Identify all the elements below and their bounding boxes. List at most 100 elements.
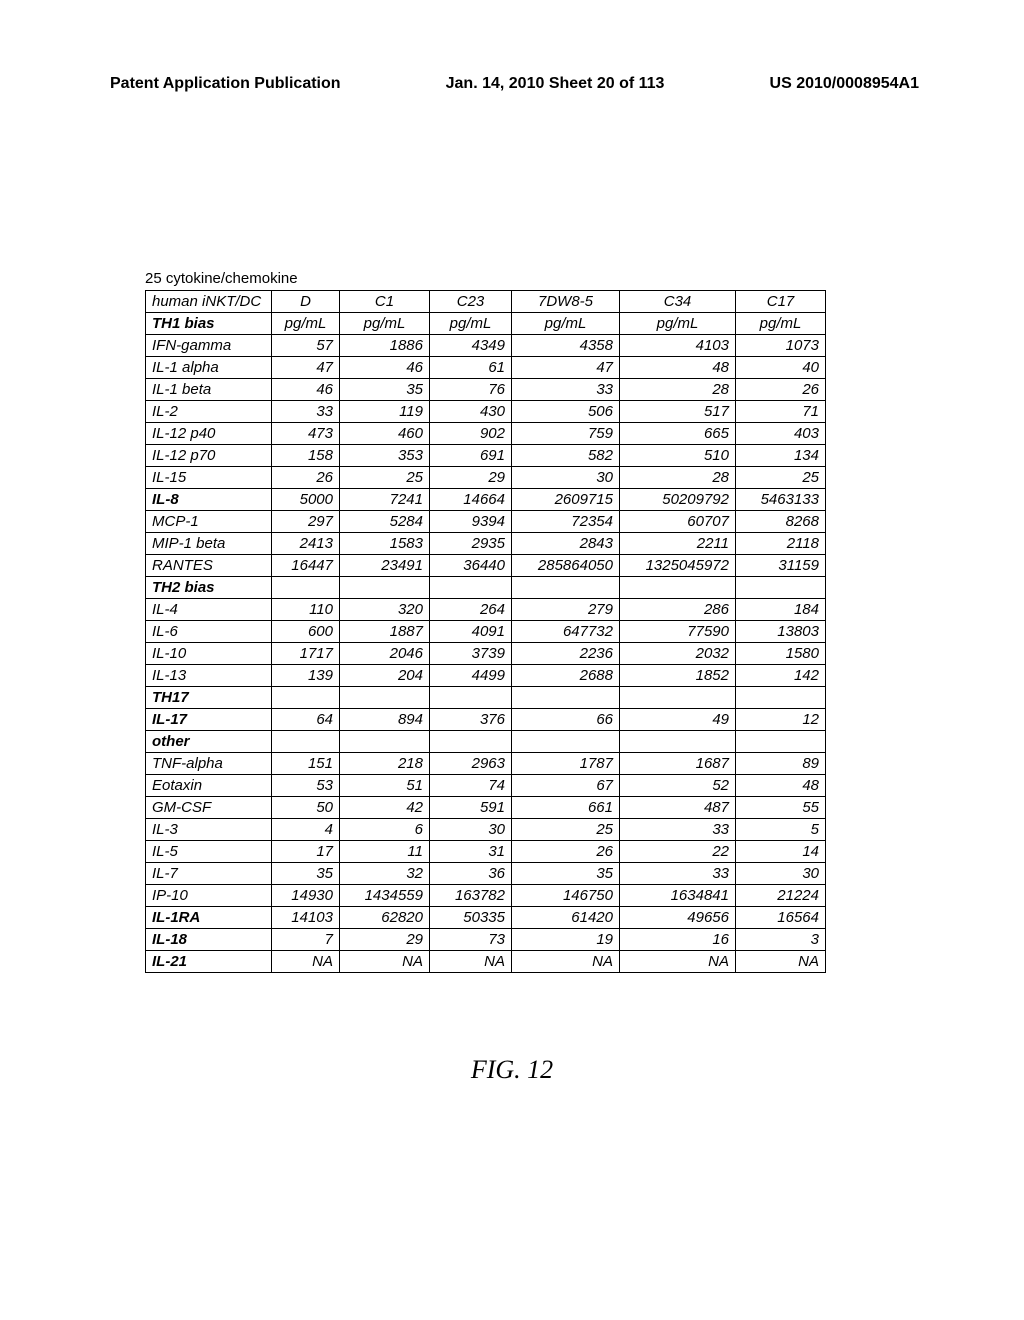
row-value-cell: 25 <box>512 819 620 841</box>
row-label-cell: IL-21 <box>146 951 272 973</box>
table-row: IL-850007241146642609715502097925463133 <box>146 489 826 511</box>
row-label-cell: IL-3 <box>146 819 272 841</box>
row-value-cell <box>512 577 620 599</box>
row-value-cell: 13803 <box>736 621 826 643</box>
row-label-cell: IL-5 <box>146 841 272 863</box>
row-label-cell: Eotaxin <box>146 775 272 797</box>
row-value-cell: 33 <box>512 379 620 401</box>
row-label-cell: IL-1RA <box>146 907 272 929</box>
row-value-cell: 142 <box>736 665 826 687</box>
row-value-cell: 506 <box>512 401 620 423</box>
row-label-cell: TH17 <box>146 687 272 709</box>
table-row: IL-187297319163 <box>146 929 826 951</box>
row-value-cell <box>512 687 620 709</box>
table-row: IL-1 alpha474661474840 <box>146 357 826 379</box>
row-value-cell: 134 <box>736 445 826 467</box>
row-value-cell: 74 <box>430 775 512 797</box>
row-value-cell: NA <box>736 951 826 973</box>
table-row: IL-5171131262214 <box>146 841 826 863</box>
table-row: IL-4110320264279286184 <box>146 599 826 621</box>
row-value-cell: 30 <box>512 467 620 489</box>
row-value-cell: 139 <box>272 665 340 687</box>
row-value-cell: 12 <box>736 709 826 731</box>
table-row: TH17 <box>146 687 826 709</box>
row-value-cell: 2236 <box>512 643 620 665</box>
row-value-cell: 3 <box>736 929 826 951</box>
row-value-cell: 14103 <box>272 907 340 929</box>
row-value-cell: 66 <box>512 709 620 731</box>
row-value-cell: 31159 <box>736 555 826 577</box>
row-value-cell: 1325045972 <box>620 555 736 577</box>
row-label-cell: MIP-1 beta <box>146 533 272 555</box>
row-value-cell: 3739 <box>430 643 512 665</box>
row-value-cell: 110 <box>272 599 340 621</box>
row-value-cell: 57 <box>272 335 340 357</box>
row-value-cell: 204 <box>340 665 430 687</box>
table-header-cell: D <box>272 291 340 313</box>
table-row: IL-1 beta463576332826 <box>146 379 826 401</box>
row-value-cell: 40 <box>736 357 826 379</box>
row-label-cell: IL-17 <box>146 709 272 731</box>
row-value-cell: 21224 <box>736 885 826 907</box>
row-value-cell: 2688 <box>512 665 620 687</box>
row-value-cell: 264 <box>430 599 512 621</box>
row-value-cell: 73 <box>430 929 512 951</box>
table-row: IL-12 p70158353691582510134 <box>146 445 826 467</box>
row-label-cell: IP-10 <box>146 885 272 907</box>
table-row: MCP-12975284939472354607078268 <box>146 511 826 533</box>
table-unit-cell: pg/mL <box>736 313 826 335</box>
row-value-cell: NA <box>620 951 736 973</box>
row-value-cell: 17 <box>272 841 340 863</box>
row-value-cell: 11 <box>340 841 430 863</box>
row-value-cell: 25 <box>736 467 826 489</box>
row-value-cell <box>340 731 430 753</box>
row-value-cell: 33 <box>620 819 736 841</box>
row-value-cell: 7241 <box>340 489 430 511</box>
row-value-cell: 61 <box>430 357 512 379</box>
row-value-cell <box>620 731 736 753</box>
table-unit-cell: pg/mL <box>430 313 512 335</box>
row-value-cell: 5463133 <box>736 489 826 511</box>
table-unit-cell: pg/mL <box>272 313 340 335</box>
row-label-cell: TH2 bias <box>146 577 272 599</box>
table-row: IP-1014930143455916378214675016348412122… <box>146 885 826 907</box>
row-value-cell: 661 <box>512 797 620 819</box>
row-value-cell: NA <box>512 951 620 973</box>
row-value-cell: 2963 <box>430 753 512 775</box>
row-value-cell: 25 <box>340 467 430 489</box>
row-value-cell: 691 <box>430 445 512 467</box>
row-value-cell: 1787 <box>512 753 620 775</box>
row-value-cell: 53 <box>272 775 340 797</box>
row-value-cell: 30 <box>430 819 512 841</box>
row-value-cell: 2843 <box>512 533 620 555</box>
row-value-cell: 1717 <box>272 643 340 665</box>
row-label-cell: IL-6 <box>146 621 272 643</box>
row-value-cell: 1580 <box>736 643 826 665</box>
table-unit-row: TH1 biaspg/mLpg/mLpg/mLpg/mLpg/mLpg/mL <box>146 313 826 335</box>
row-label-cell: IL-4 <box>146 599 272 621</box>
row-value-cell: 33 <box>620 863 736 885</box>
table-row: IL-21NANANANANANA <box>146 951 826 973</box>
row-value-cell <box>430 577 512 599</box>
row-value-cell: 7 <box>272 929 340 951</box>
row-value-cell: NA <box>340 951 430 973</box>
row-value-cell: 2935 <box>430 533 512 555</box>
row-value-cell: 42 <box>340 797 430 819</box>
row-value-cell: 2609715 <box>512 489 620 511</box>
row-value-cell: 36440 <box>430 555 512 577</box>
row-label-cell: GM-CSF <box>146 797 272 819</box>
row-value-cell: 71 <box>736 401 826 423</box>
row-value-cell: 5284 <box>340 511 430 533</box>
row-value-cell <box>430 687 512 709</box>
row-value-cell: 1434559 <box>340 885 430 907</box>
row-value-cell: 26 <box>512 841 620 863</box>
row-value-cell: 61420 <box>512 907 620 929</box>
header-center: Jan. 14, 2010 Sheet 20 of 113 <box>446 75 665 93</box>
row-value-cell: NA <box>272 951 340 973</box>
row-value-cell: 1687 <box>620 753 736 775</box>
row-value-cell: 894 <box>340 709 430 731</box>
row-value-cell: 2118 <box>736 533 826 555</box>
table-unit-cell: pg/mL <box>512 313 620 335</box>
row-value-cell: 1583 <box>340 533 430 555</box>
row-value-cell: 16564 <box>736 907 826 929</box>
